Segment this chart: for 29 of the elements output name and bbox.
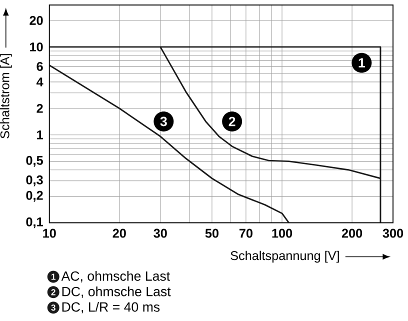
text: 1 xyxy=(51,274,56,280)
x-tick-label: 30 xyxy=(154,228,167,238)
y-tick-label: 0,2 xyxy=(26,191,43,202)
y-tick-label: 0,3 xyxy=(26,176,43,186)
x-tick-label: 10 xyxy=(43,228,56,238)
y-tick-label: 4 xyxy=(36,78,44,86)
annotation: 1 xyxy=(358,58,366,68)
x-tick-label: 50 xyxy=(205,228,218,238)
y-axis-title: Schaltstrom [A] xyxy=(0,54,12,139)
y-tick-label: 0,1 xyxy=(26,218,43,228)
x-tick-label: 300 xyxy=(382,228,404,238)
annotation: 2 xyxy=(228,116,236,126)
annotation: 3 xyxy=(160,116,167,126)
y-tick-label: 6 xyxy=(36,62,43,72)
y-tick-label: 2 xyxy=(36,104,43,113)
x-tick-label: 20 xyxy=(112,228,126,238)
y-tick-label: 1 xyxy=(37,130,43,140)
text: 3 xyxy=(51,304,56,311)
y-tick-label: 20 xyxy=(30,16,43,26)
legend-label: AC, ohmsche Last xyxy=(61,271,170,283)
y-tick-label: 10 xyxy=(30,42,43,52)
x-axis-title: Schaltspannung [V] xyxy=(230,251,339,263)
x-tick-label: 70 xyxy=(239,228,252,238)
text: 2 xyxy=(51,289,56,296)
legend-label: DC, L/R = 40 ms xyxy=(62,302,160,314)
x-tick-label: 100 xyxy=(272,228,292,238)
y-tick-label: 0,5 xyxy=(26,156,43,167)
x-tick-label: 200 xyxy=(342,228,362,238)
legend-label: DC, ohmsche Last xyxy=(62,286,171,298)
